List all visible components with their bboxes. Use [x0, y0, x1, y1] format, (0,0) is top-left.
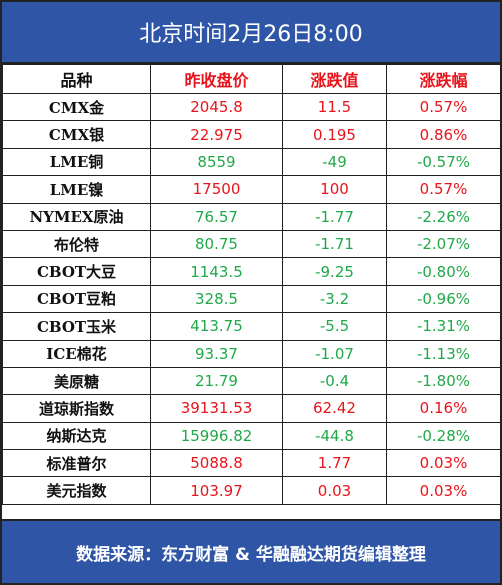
row: 道琼斯指数 39131.53 62.42 0.16%: [2, 394, 501, 423]
cell: -0.4: [282, 366, 387, 396]
row: LME铜 8559 -49 -0.57%: [2, 147, 501, 177]
cell: -2.26%: [386, 202, 501, 231]
cell: 103.97: [150, 476, 283, 505]
cell: 0.03%: [386, 449, 501, 478]
cell: 62.42: [282, 394, 387, 423]
column-header: 涨跌值: [282, 64, 387, 94]
title: 北京时间2月26日8:00: [2, 2, 500, 64]
header-row: 品种 昨收盘价 涨跌值 涨跌幅: [2, 64, 501, 94]
cell: 0.57%: [386, 92, 501, 122]
cell: -2.07%: [386, 229, 501, 259]
row-label: CMX金: [2, 92, 151, 122]
cell: 2045.8: [150, 92, 283, 122]
row: ICE棉花 93.37 -1.07 -1.13%: [2, 339, 501, 368]
row: 布伦特 80.75 -1.71 -2.07%: [2, 229, 501, 259]
row-label: 标准普尔: [2, 449, 151, 478]
cell: 80.75: [150, 229, 283, 259]
column-header: 昨收盘价: [150, 64, 283, 94]
row-label: NYMEX原油: [2, 202, 151, 231]
cell: -0.28%: [386, 421, 501, 451]
cell: -1.77: [282, 202, 387, 231]
cell: 1.77: [282, 449, 387, 478]
row: LME镍 17500 100 0.57%: [2, 175, 501, 204]
cell: 5088.8: [150, 449, 283, 478]
cell: 100: [282, 175, 387, 204]
cell: 0.57%: [386, 175, 501, 204]
cell: 15996.82: [150, 421, 283, 451]
cell: -9.25: [282, 257, 387, 286]
row-label: 纳斯达克: [2, 421, 151, 451]
cell: -0.80%: [386, 257, 501, 286]
cell: 39131.53: [150, 394, 283, 423]
row-label: 布伦特: [2, 229, 151, 259]
row-label: ICE棉花: [2, 339, 151, 368]
column-header: 涨跌幅: [386, 64, 501, 94]
row-label: 美原糖: [2, 366, 151, 396]
cell: 8559: [150, 147, 283, 177]
cell: -0.57%: [386, 147, 501, 177]
row: CMX金 2045.8 11.5 0.57%: [2, 92, 501, 122]
row: 标准普尔 5088.8 1.77 0.03%: [2, 449, 501, 478]
cell: 0.195: [282, 120, 387, 149]
column-header: 品种: [2, 64, 151, 94]
cell: 22.975: [150, 120, 283, 149]
cell: -1.07: [282, 339, 387, 368]
cell: -3.2: [282, 284, 387, 314]
footer: 数据来源：东方财富 & 华融融达期货编辑整理: [2, 519, 500, 583]
cell: 0.03: [282, 476, 387, 505]
row: 美原糖 21.79 -0.4 -1.80%: [2, 366, 501, 396]
row: 纳斯达克 15996.82 -44.8 -0.28%: [2, 421, 501, 451]
row-label: 道琼斯指数: [2, 394, 151, 423]
cell: 21.79: [150, 366, 283, 396]
row-label: CBOT大豆: [2, 257, 151, 286]
row-label: CBOT豆粕: [2, 284, 151, 314]
cell: 11.5: [282, 92, 387, 122]
cell: -1.71: [282, 229, 387, 259]
cell: -0.96%: [386, 284, 501, 314]
table: 品种 昨收盘价 涨跌值 涨跌幅 CMX金 2045.8 11.5 0.57% CMX银 22.97…: [2, 64, 501, 505]
cell: 1143.5: [150, 257, 283, 286]
row: NYMEX原油 76.57 -1.77 -2.26%: [2, 202, 501, 231]
cell: 93.37: [150, 339, 283, 368]
cell: 413.75: [150, 312, 283, 341]
row: CBOT豆粕 328.5 -3.2 -0.96%: [2, 284, 501, 314]
cell: 0.03%: [386, 476, 501, 505]
cell: 17500: [150, 175, 283, 204]
row-label: 美元指数: [2, 476, 151, 505]
cell: 328.5: [150, 284, 283, 314]
cell: -1.80%: [386, 366, 501, 396]
row-label: CMX银: [2, 120, 151, 149]
cell: 0.16%: [386, 394, 501, 423]
row: CMX银 22.975 0.195 0.86%: [2, 120, 501, 149]
row: 美元指数 103.97 0.03 0.03%: [2, 476, 501, 505]
cell: -1.13%: [386, 339, 501, 368]
row: CBOT大豆 1143.5 -9.25 -0.80%: [2, 257, 501, 286]
cell: -5.5: [282, 312, 387, 341]
row-label: LME镍: [2, 175, 151, 204]
row: CBOT玉米 413.75 -5.5 -1.31%: [2, 312, 501, 341]
cell: -49: [282, 147, 387, 177]
cell: -44.8: [282, 421, 387, 451]
cell: 76.57: [150, 202, 283, 231]
cell: -1.31%: [386, 312, 501, 341]
row-label: CBOT玉米: [2, 312, 151, 341]
row-label: LME铜: [2, 147, 151, 177]
cell: 0.86%: [386, 120, 501, 149]
